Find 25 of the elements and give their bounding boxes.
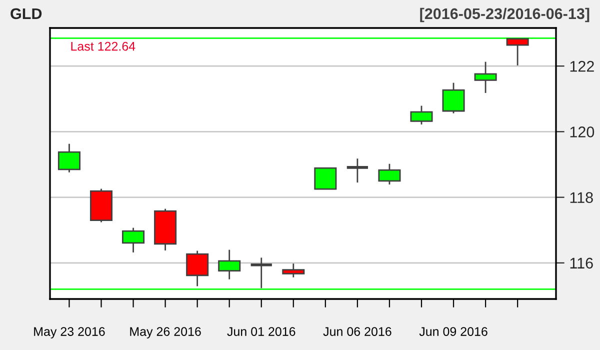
chart-subtitle: [2016-05-23/2016-06-13] <box>420 8 590 22</box>
x-tick-label: May 26 2016 <box>130 327 201 338</box>
candlestick <box>474 61 497 94</box>
x-tick-label: May 23 2016 <box>34 327 105 338</box>
y-tick-label: 122 <box>570 60 594 72</box>
y-tick-label: 120 <box>570 126 594 138</box>
candlestick <box>186 250 209 287</box>
chart-title: GLD <box>10 8 42 20</box>
candlestick <box>314 167 337 190</box>
x-tick-label: Jun 09 2016 <box>419 327 488 336</box>
candlestick <box>506 38 529 66</box>
x-tick-label: Jun 01 2016 <box>227 327 296 336</box>
candlestick <box>410 105 433 126</box>
candlestick <box>58 143 80 174</box>
candlestick <box>378 163 401 186</box>
candlestick <box>249 256 274 289</box>
candlestick <box>282 262 305 278</box>
y-tick-label: 116 <box>570 258 593 269</box>
candlestick <box>442 82 465 114</box>
candlestick <box>122 227 145 254</box>
candlestick <box>345 158 370 184</box>
y-tick-label: 118 <box>570 192 593 203</box>
annotation: Last 122.64 <box>71 42 136 51</box>
x-tick-label: Jun 06 2016 <box>323 327 392 336</box>
candlestick <box>218 249 241 280</box>
